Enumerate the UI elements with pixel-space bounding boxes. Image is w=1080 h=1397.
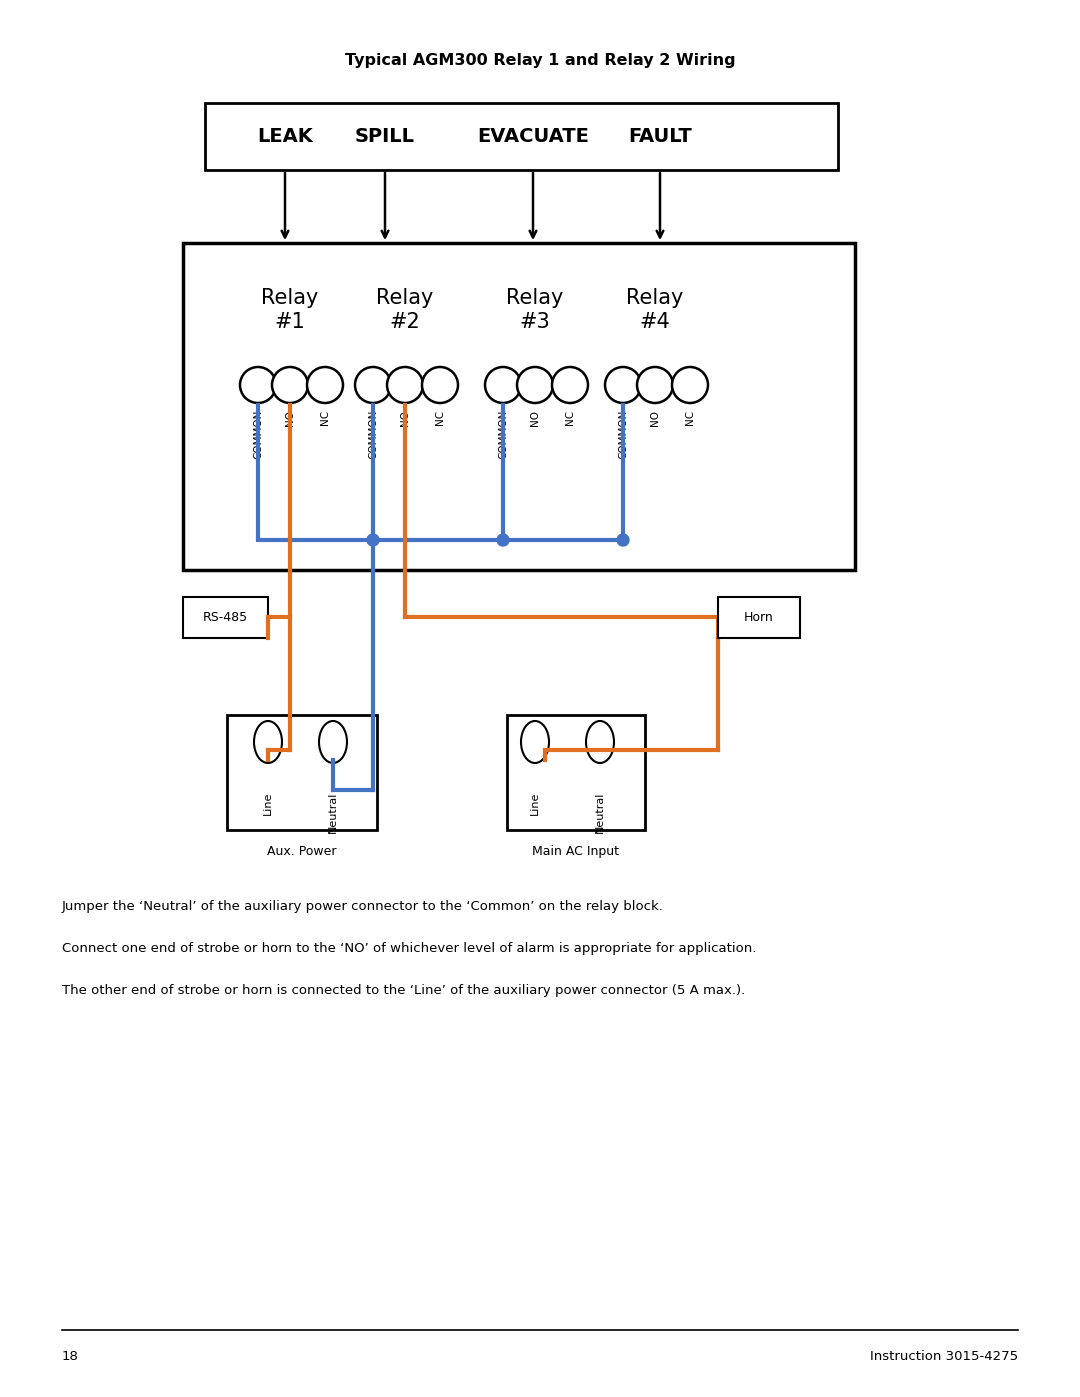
- Text: Neutral: Neutral: [595, 792, 605, 834]
- Circle shape: [240, 367, 276, 402]
- Text: Relay
#2: Relay #2: [376, 288, 434, 331]
- Text: Horn: Horn: [744, 610, 774, 624]
- Text: NC: NC: [320, 409, 330, 425]
- Text: NC: NC: [685, 409, 696, 425]
- Text: Aux. Power: Aux. Power: [267, 845, 337, 858]
- Text: 18: 18: [62, 1350, 79, 1363]
- Text: NO: NO: [285, 409, 295, 426]
- Text: Neutral: Neutral: [328, 792, 338, 834]
- Text: Line: Line: [264, 792, 273, 816]
- Text: Line: Line: [530, 792, 540, 816]
- Text: FAULT: FAULT: [629, 127, 692, 145]
- Circle shape: [422, 367, 458, 402]
- Bar: [183, 243, 855, 570]
- Text: COMMON: COMMON: [498, 409, 508, 460]
- Circle shape: [272, 367, 308, 402]
- Circle shape: [605, 367, 642, 402]
- Text: Relay
#1: Relay #1: [261, 288, 319, 331]
- Text: NC: NC: [565, 409, 575, 425]
- Circle shape: [672, 367, 708, 402]
- Circle shape: [617, 534, 629, 546]
- Ellipse shape: [521, 721, 549, 763]
- Circle shape: [637, 367, 673, 402]
- Ellipse shape: [254, 721, 282, 763]
- Circle shape: [497, 534, 509, 546]
- Text: LEAK: LEAK: [257, 127, 313, 145]
- Text: Relay
#3: Relay #3: [507, 288, 564, 331]
- Bar: [183, 597, 268, 638]
- Circle shape: [485, 367, 521, 402]
- Ellipse shape: [319, 721, 347, 763]
- Text: Main AC Input: Main AC Input: [532, 845, 620, 858]
- Circle shape: [367, 534, 379, 546]
- Circle shape: [307, 367, 343, 402]
- Ellipse shape: [586, 721, 615, 763]
- Text: EVACUATE: EVACUATE: [477, 127, 589, 145]
- Bar: [718, 597, 800, 638]
- Text: NO: NO: [650, 409, 660, 426]
- Text: COMMON: COMMON: [618, 409, 627, 460]
- Circle shape: [517, 367, 553, 402]
- Text: COMMON: COMMON: [253, 409, 264, 460]
- Text: Instruction 3015-4275: Instruction 3015-4275: [869, 1350, 1018, 1363]
- Circle shape: [355, 367, 391, 402]
- Text: NO: NO: [530, 409, 540, 426]
- Text: The other end of strobe or horn is connected to the ‘Line’ of the auxiliary powe: The other end of strobe or horn is conne…: [62, 983, 745, 997]
- Text: NC: NC: [435, 409, 445, 425]
- Text: RS-485: RS-485: [203, 610, 248, 624]
- Bar: [507, 715, 645, 830]
- Text: COMMON: COMMON: [368, 409, 378, 460]
- Text: NO: NO: [400, 409, 410, 426]
- Text: Connect one end of strobe or horn to the ‘NO’ of whichever level of alarm is app: Connect one end of strobe or horn to the…: [62, 942, 756, 956]
- Text: Jumper the ‘Neutral’ of the auxiliary power connector to the ‘Common’ on the rel: Jumper the ‘Neutral’ of the auxiliary po…: [62, 900, 664, 914]
- Text: SPILL: SPILL: [355, 127, 415, 145]
- Circle shape: [387, 367, 423, 402]
- Bar: [227, 715, 377, 830]
- Text: Relay
#4: Relay #4: [626, 288, 684, 331]
- Circle shape: [552, 367, 588, 402]
- Text: Typical AGM300 Relay 1 and Relay 2 Wiring: Typical AGM300 Relay 1 and Relay 2 Wirin…: [345, 53, 735, 67]
- Bar: [205, 103, 838, 170]
